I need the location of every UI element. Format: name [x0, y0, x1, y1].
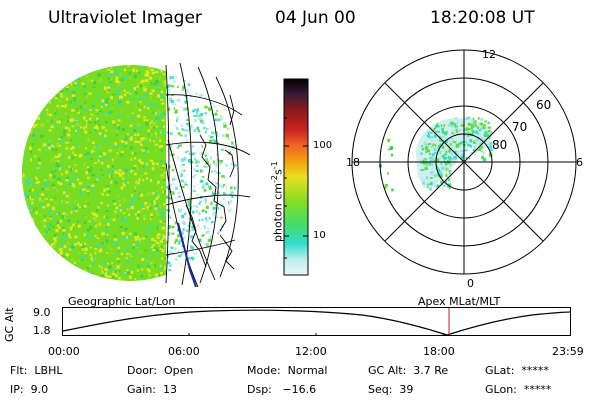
- timeline-xtick-1800: 18:00: [423, 345, 455, 358]
- colorbar-label-unit: photon cm: [271, 183, 285, 242]
- timeline-left-title: Geographic Lat/Lon: [68, 295, 176, 308]
- colorbar-label: photon cm-2s-1: [270, 161, 285, 242]
- timeline-xtick-1200: 12:00: [295, 345, 327, 358]
- status-glat: GLat: *****: [485, 364, 549, 377]
- colorbar-tick-10: 10: [313, 230, 326, 241]
- status-ip: IP: 9.0: [10, 383, 49, 396]
- time-label: 18:20:08 UT: [430, 8, 535, 28]
- status-gc-alt: GC Alt: 3.7 Re: [368, 364, 449, 377]
- status-glon: GLon: *****: [485, 383, 552, 396]
- colorbar-label-exp2: -1: [270, 161, 279, 170]
- polar-emission: [378, 116, 494, 192]
- timeline-xtick-0000: 00:00: [48, 345, 80, 358]
- altitude-timeline[interactable]: [62, 307, 572, 337]
- colorbar: [283, 78, 309, 276]
- polar-plot: [351, 49, 577, 275]
- status-door: Door: Open: [127, 364, 194, 377]
- colorbar-label-exp1: -2: [270, 175, 279, 184]
- status-filter: Flt: LBHL: [10, 364, 63, 377]
- status-gain: Gain: 13: [127, 383, 177, 396]
- altitude-curve: [62, 309, 572, 336]
- polar-grid: [351, 49, 577, 275]
- polar-lat-60: 60: [536, 98, 552, 112]
- colorbar-tick-100: 100: [313, 140, 333, 151]
- polar-hour-18: 18: [346, 156, 360, 169]
- app-title: Ultraviolet Imager: [48, 8, 202, 28]
- polar-hour-0: 0: [467, 277, 474, 290]
- status-dsp: Dsp: −16.6: [247, 383, 317, 396]
- polar-lat-80: 80: [492, 138, 508, 152]
- timeline-xtick-2359: 23:59: [552, 345, 584, 358]
- nightside-emission: [166, 65, 238, 281]
- earth-image: [22, 62, 250, 288]
- polar-lat-70: 70: [512, 120, 528, 134]
- timeline-axis-label: GC Alt: [3, 307, 16, 342]
- colorbar-label-s: s: [271, 169, 285, 176]
- terminator-line: [177, 222, 197, 288]
- timeline-ytick-low: 1.8: [33, 324, 51, 337]
- polar-hour-6: 6: [576, 156, 583, 169]
- date-label: 04 Jun 00: [275, 8, 356, 28]
- polar-hour-12: 12: [482, 48, 496, 61]
- status-mode: Mode: Normal: [247, 364, 328, 377]
- dayside-emission: [22, 65, 166, 281]
- timeline-xtick-0600: 06:00: [168, 345, 200, 358]
- timeline-right-title: Apex MLat/MLT: [418, 295, 501, 308]
- status-seq: Seq: 39: [368, 383, 414, 396]
- timeline-ytick-high: 9.0: [33, 306, 51, 319]
